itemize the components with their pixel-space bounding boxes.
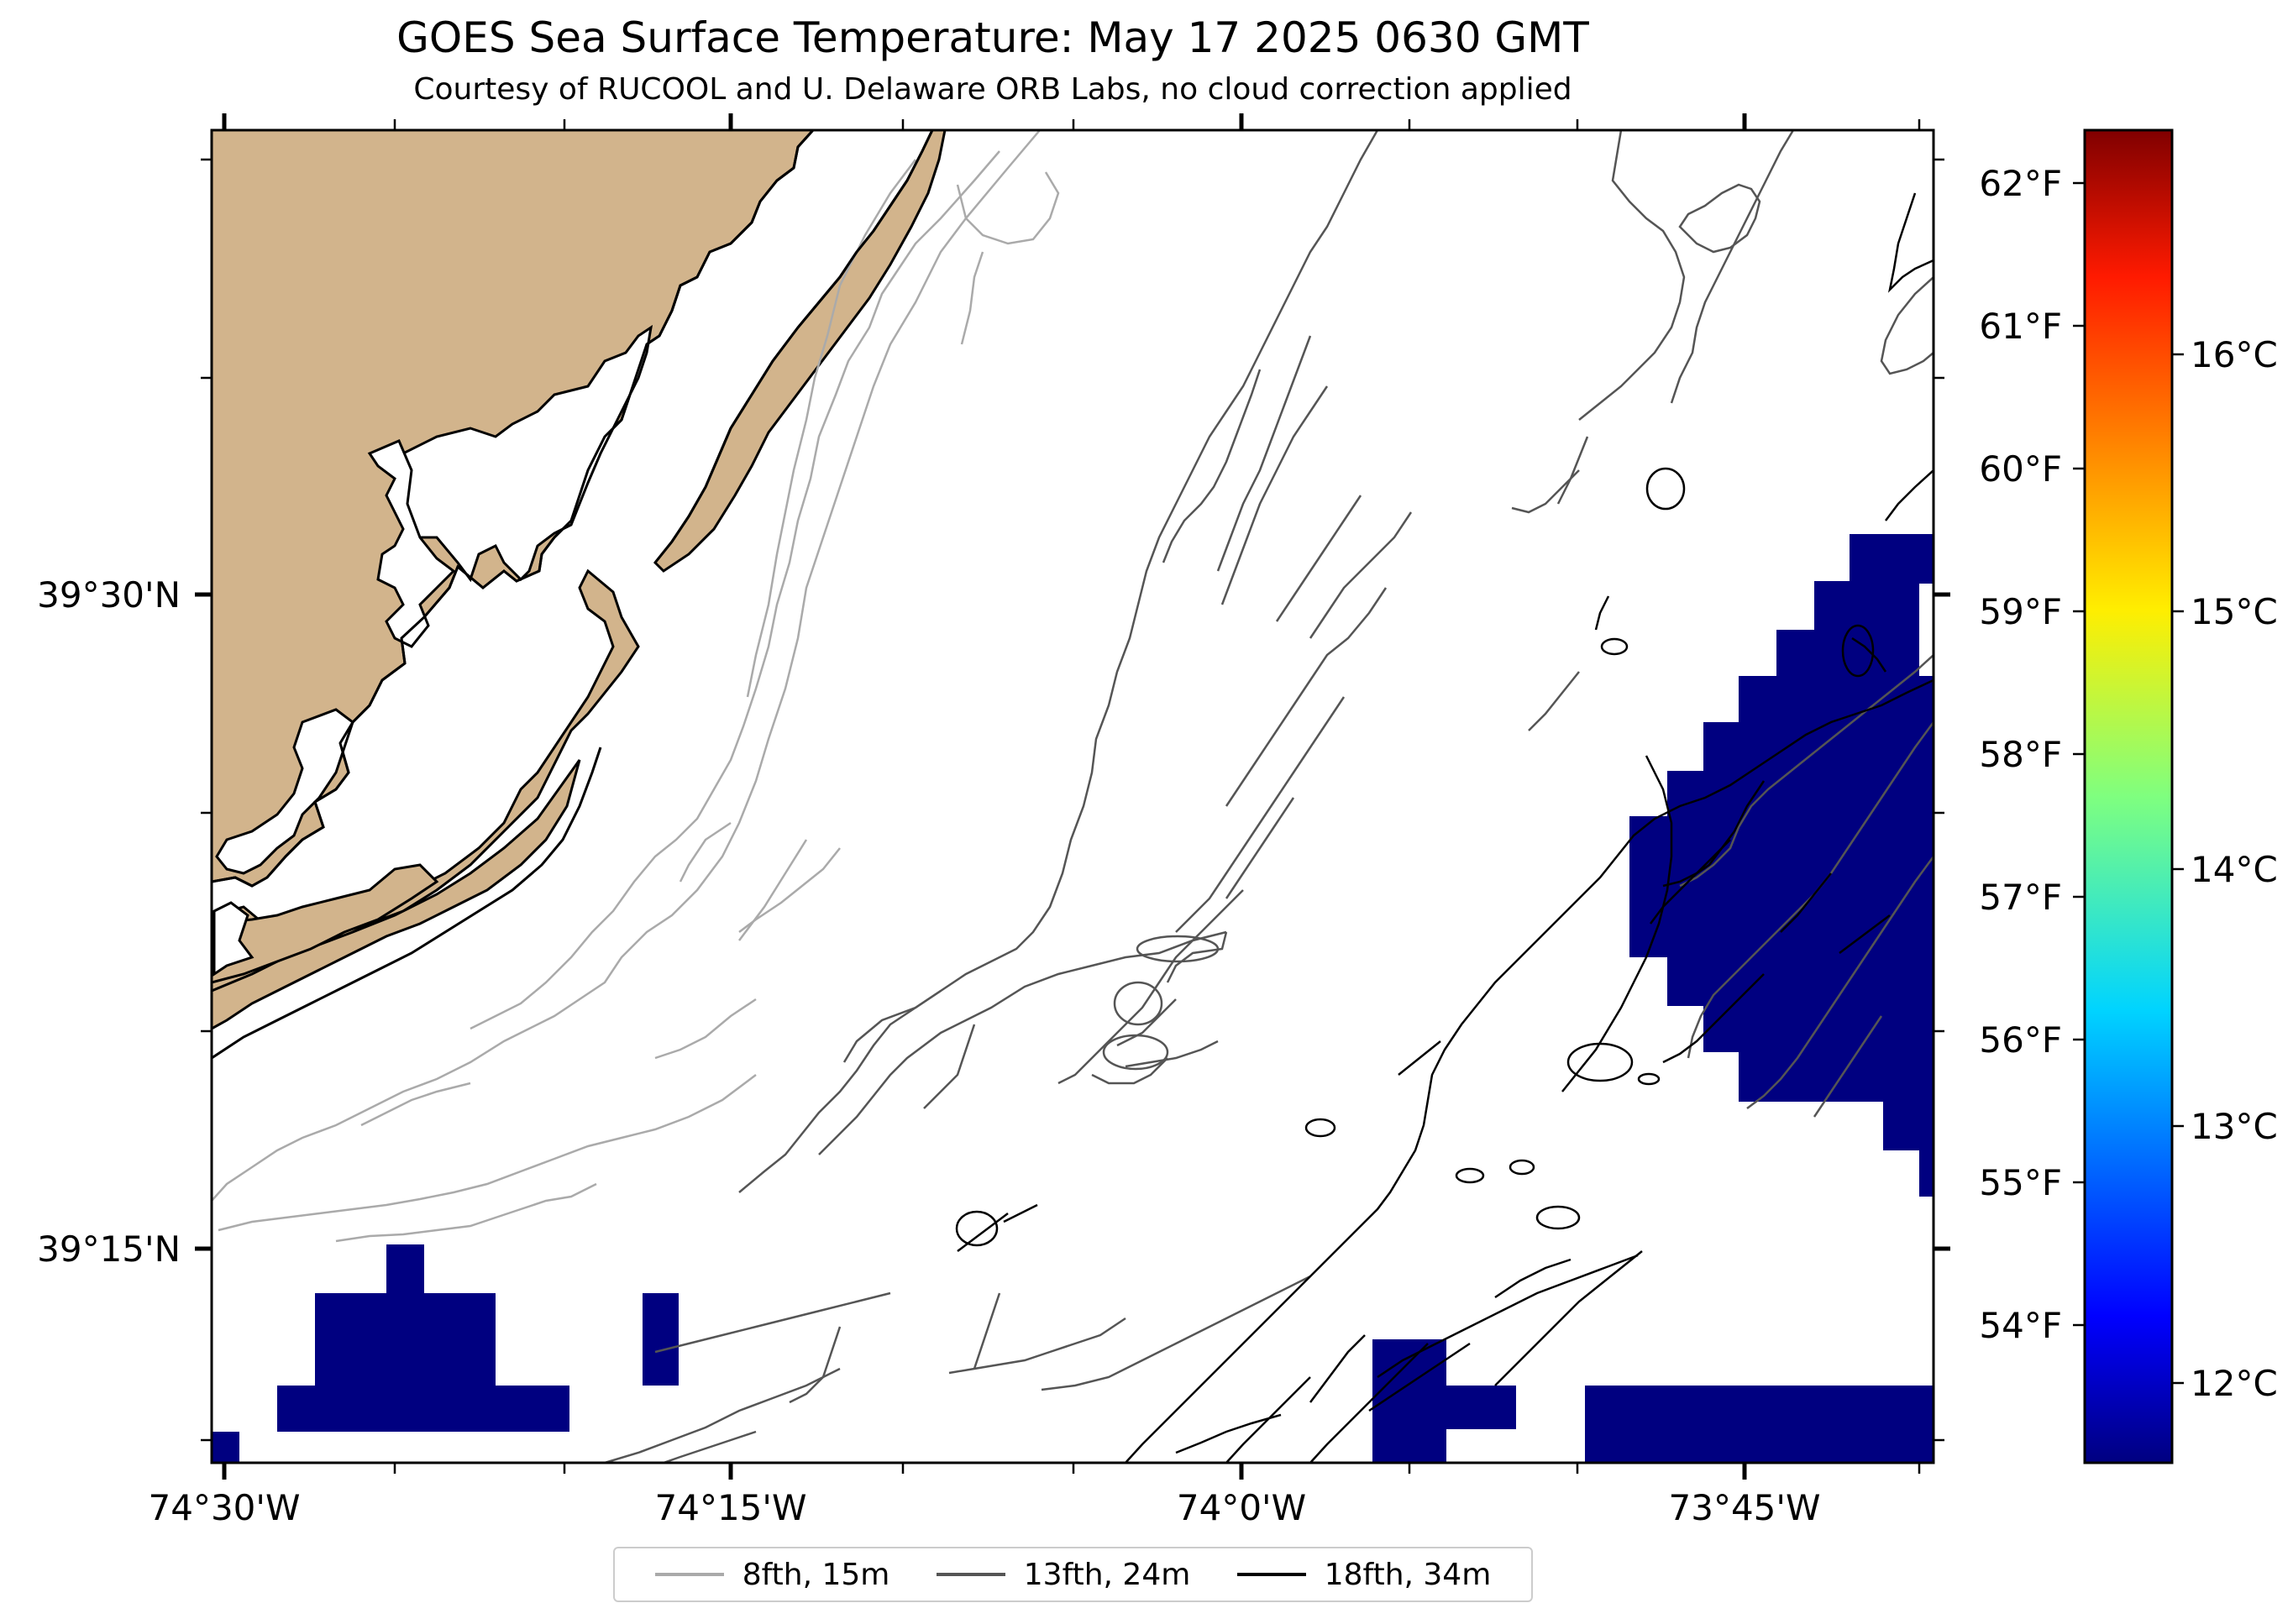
colorbar-f-label: 54°F bbox=[1979, 1305, 2062, 1346]
contour-8fth bbox=[212, 130, 1060, 1243]
lon-tick-label: 74°0'W bbox=[1177, 1487, 1306, 1528]
colorbar-f-label: 56°F bbox=[1979, 1019, 2062, 1061]
land-cape-lower bbox=[212, 759, 581, 1030]
coastline bbox=[212, 130, 815, 888]
lon-ticks bbox=[222, 113, 1921, 1480]
contour-blobs bbox=[955, 467, 1875, 1247]
legend-label: 8fth, 15m bbox=[742, 1557, 890, 1592]
colorbar-f-label: 59°F bbox=[1979, 591, 2062, 632]
bay-water-4 bbox=[213, 901, 254, 977]
legend-item-8fth: 8fth, 15m bbox=[654, 1557, 890, 1592]
contour-legend: 8fth, 15m 13fth, 24m 18fth, 34m bbox=[613, 1547, 1533, 1602]
legend-swatch-13fth bbox=[936, 1573, 1005, 1576]
coastline-barrier bbox=[653, 130, 934, 563]
bay-water-2 bbox=[367, 439, 456, 648]
contour-13fth bbox=[604, 130, 1934, 1463]
contour-blobs-grey bbox=[1102, 935, 1220, 1071]
lat-ticks bbox=[195, 158, 1950, 1442]
legend-item-18fth: 18fth, 34m bbox=[1236, 1557, 1492, 1592]
colorbar bbox=[2083, 128, 2174, 1464]
colorbar-f-label: 57°F bbox=[1979, 877, 2062, 918]
colorbar-c-label: 16°C bbox=[2191, 334, 2278, 375]
legend-label: 13fth, 24m bbox=[1023, 1557, 1191, 1592]
colorbar-f-label: 61°F bbox=[1979, 306, 2062, 347]
colorbar-c-label: 12°C bbox=[2191, 1363, 2278, 1404]
lon-tick-label: 74°30'W bbox=[149, 1487, 301, 1528]
colorbar-f-ticks bbox=[2073, 181, 2085, 1327]
legend-swatch-8fth bbox=[654, 1573, 724, 1576]
colorbar-c-label: 14°C bbox=[2191, 849, 2278, 890]
legend-swatch-18fth bbox=[1236, 1573, 1306, 1576]
contour-18fth bbox=[957, 192, 1934, 1463]
colorbar-c-ticks bbox=[2172, 353, 2184, 1385]
lat-tick-label: 39°30'N bbox=[37, 574, 181, 616]
legend-label: 18fth, 34m bbox=[1324, 1557, 1492, 1592]
map-subtitle: Courtesy of RUCOOL and U. Delaware ORB L… bbox=[413, 72, 1572, 107]
colorbar-c-labels: 16°C 15°C 14°C 13°C 12°C bbox=[2191, 334, 2278, 1404]
sst-patches bbox=[212, 534, 1934, 1463]
legend-item-13fth: 13fth, 24m bbox=[936, 1557, 1191, 1592]
map-title: GOES Sea Surface Temperature: May 17 202… bbox=[396, 13, 1589, 62]
colorbar-f-label: 55°F bbox=[1979, 1162, 2062, 1203]
colorbar-c-label: 15°C bbox=[2191, 591, 2278, 632]
colorbar-c-label: 13°C bbox=[2191, 1106, 2278, 1147]
colorbar-f-label: 62°F bbox=[1979, 163, 2062, 204]
colorbar-f-labels: 62°F 61°F 60°F 59°F 58°F 57°F 56°F 55°F … bbox=[1979, 163, 2062, 1346]
colorbar-f-label: 60°F bbox=[1979, 448, 2062, 490]
lon-tick-label: 74°15'W bbox=[655, 1487, 807, 1528]
colorbar-f-label: 58°F bbox=[1979, 734, 2062, 775]
coastline-cape bbox=[212, 747, 602, 1060]
land-marsh bbox=[212, 863, 439, 984]
lon-tick-label: 73°45'W bbox=[1669, 1487, 1821, 1528]
lat-tick-label: 39°15'N bbox=[37, 1228, 181, 1270]
